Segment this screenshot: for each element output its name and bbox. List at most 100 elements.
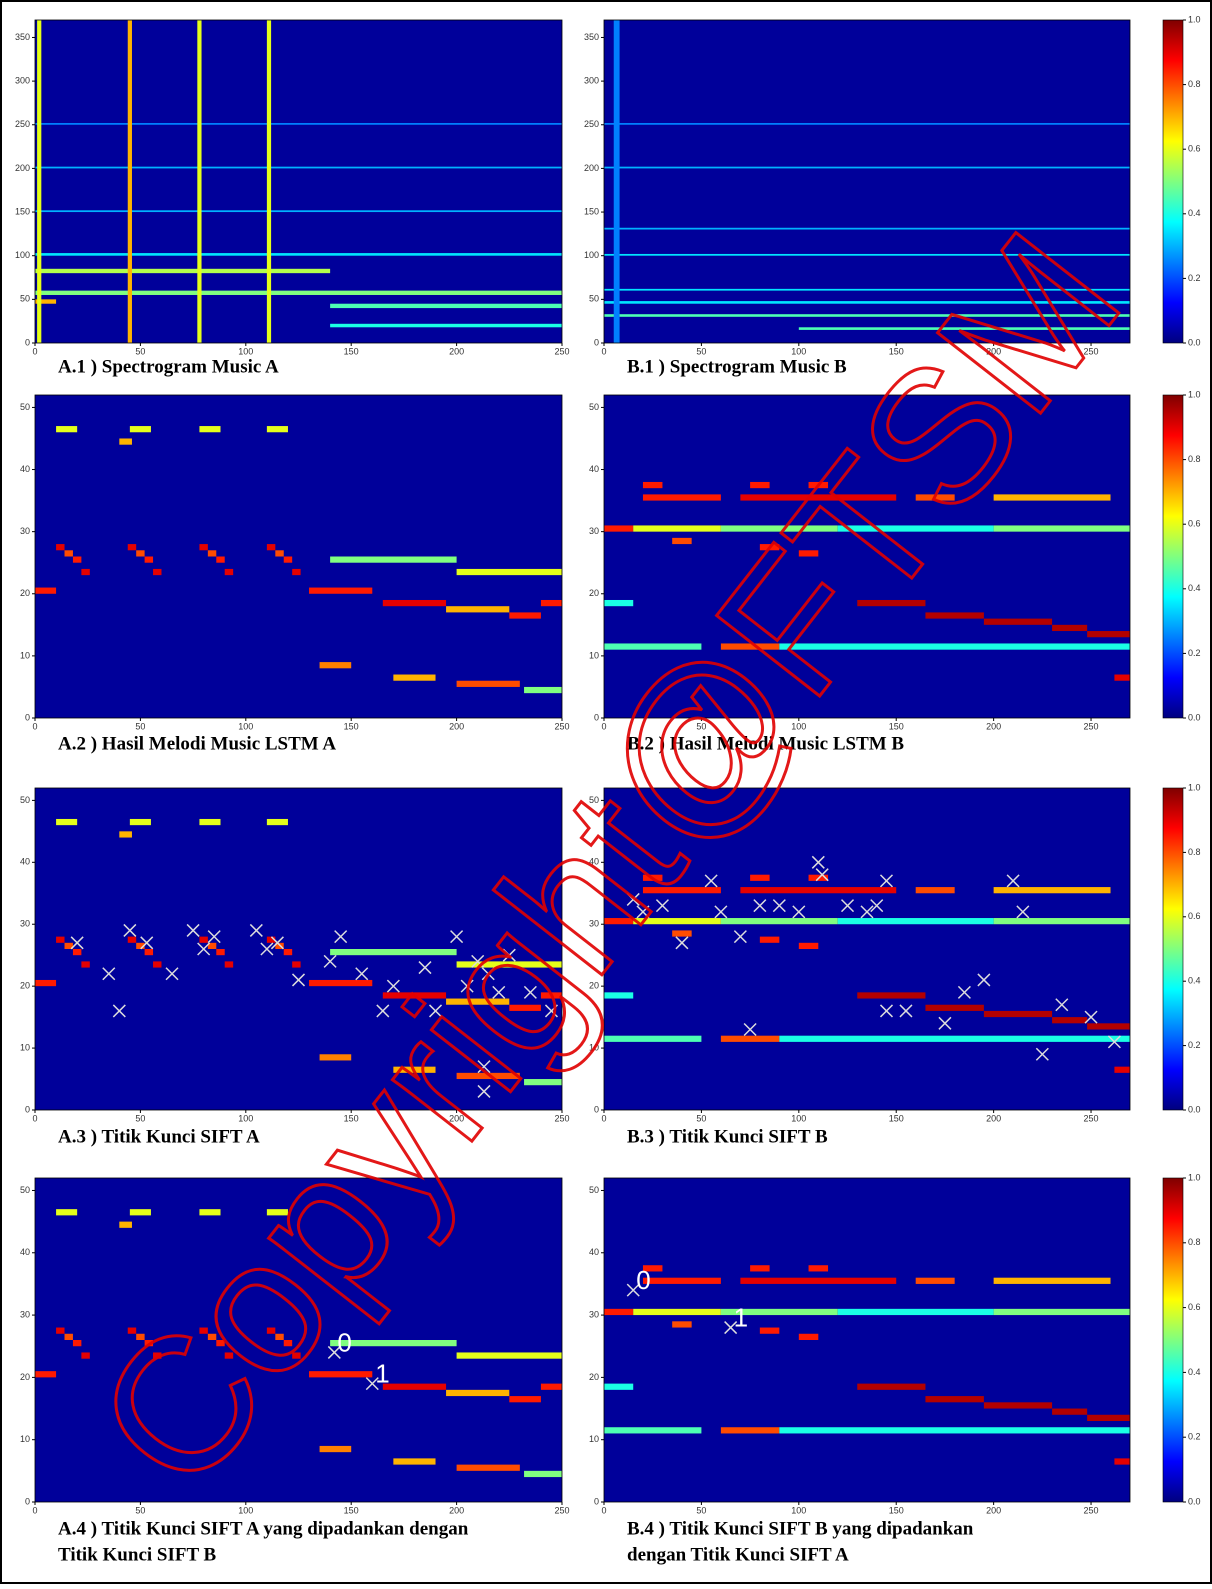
heat-cell <box>604 314 1130 317</box>
x-tick-label: 50 <box>696 721 706 731</box>
heat-cell <box>1052 1408 1088 1415</box>
plot-background <box>35 788 562 1110</box>
keypoint <box>523 985 537 999</box>
colorbar-tick-label: 0.0 <box>1188 1496 1201 1506</box>
heat-cell <box>642 481 663 489</box>
keypoint <box>112 1004 126 1018</box>
heat-cell <box>292 568 301 576</box>
y-tick-label: 0 <box>25 1104 30 1114</box>
heat-cell <box>509 1396 541 1403</box>
heat-cell <box>456 568 562 576</box>
heat-cell <box>446 1389 510 1397</box>
heat-cell <box>197 20 202 343</box>
x-tick-label: 150 <box>889 1113 904 1123</box>
heat-cell <box>633 1308 721 1316</box>
keypoint <box>977 973 991 987</box>
colorbar-tick-label: 0.4 <box>1188 583 1201 593</box>
heat-cell <box>35 268 331 274</box>
keypoint <box>743 1022 757 1037</box>
x-tick-label: 100 <box>791 1505 806 1515</box>
heat-cell <box>604 1035 702 1042</box>
heat-cell <box>672 1321 692 1328</box>
heat-cell <box>319 662 352 669</box>
y-tick-label: 0 <box>25 1496 30 1506</box>
keypoint <box>772 899 786 913</box>
heat-cell <box>119 1221 132 1228</box>
heat-cell <box>35 299 57 304</box>
heat-cell <box>720 643 780 650</box>
colorbar-tick-label: 0.8 <box>1188 79 1201 89</box>
y-tick-label: 100 <box>15 250 30 260</box>
keypoint <box>655 899 669 913</box>
heat-cell <box>1114 1066 1130 1073</box>
heat-cell <box>37 20 42 343</box>
keypoint <box>291 973 306 987</box>
heat-cell <box>750 481 770 489</box>
y-tick-label: 50 <box>589 402 599 412</box>
plot-border <box>603 787 1131 1111</box>
heat-cell <box>857 599 926 607</box>
heat-cell <box>283 949 293 956</box>
colorbar-tick-label: 0.6 <box>1188 911 1201 921</box>
heat-cell <box>35 210 562 213</box>
heat-cell <box>266 20 272 343</box>
heat-cell <box>35 1371 57 1378</box>
heat-cell <box>199 1209 221 1216</box>
y-tick-label: 350 <box>584 32 599 42</box>
x-tick-label: 0 <box>601 1113 606 1123</box>
heat-cell <box>81 961 90 968</box>
keypoint <box>704 874 718 888</box>
heat-cell <box>857 992 926 999</box>
colorbar-tick-label: 0.0 <box>1188 1104 1201 1114</box>
keypoint <box>165 967 179 981</box>
keypoint <box>376 1004 390 1018</box>
heat-cell <box>740 494 897 501</box>
keypoint <box>481 967 495 981</box>
x-tick-label: 100 <box>238 346 253 356</box>
heat-cell <box>1052 1017 1088 1024</box>
heat-cell <box>330 556 457 563</box>
match-point <box>724 1321 738 1335</box>
heat-cell <box>857 1383 926 1390</box>
heat-cell <box>127 1327 137 1334</box>
heat-cell <box>224 1352 234 1359</box>
heat-cell <box>127 936 137 943</box>
heat-cell <box>604 253 1130 256</box>
heat-cell <box>382 992 447 999</box>
heat-cell <box>1087 631 1130 638</box>
x-tick-label: 150 <box>344 721 359 731</box>
y-tick-label: 50 <box>20 795 30 805</box>
heat-cell <box>136 550 145 557</box>
colorbar-tick-label: 0.4 <box>1188 976 1201 986</box>
plot-border <box>603 1177 1131 1503</box>
caption: B.2 ) Hasil Melodi Music LSTM B <box>627 733 904 754</box>
heat-cell <box>509 612 541 619</box>
caption: B.1 ) Spectrogram Music B <box>627 356 847 377</box>
heat-cell <box>136 942 145 949</box>
heat-cell <box>798 942 819 949</box>
heat-cell <box>740 887 897 894</box>
heat-cell <box>1114 1458 1130 1465</box>
x-tick-label: 250 <box>1084 721 1099 731</box>
heat-cell <box>127 20 132 343</box>
heat-cell <box>1052 624 1088 632</box>
heat-cell <box>153 1352 162 1359</box>
heat-cell <box>382 599 447 607</box>
x-tick-label: 100 <box>238 721 253 731</box>
heat-cell <box>642 1277 721 1284</box>
heat-cell <box>837 525 994 532</box>
y-tick-label: 40 <box>20 1247 30 1257</box>
heat-cell <box>750 874 770 881</box>
heat-cell <box>56 936 65 943</box>
y-tick-label: 150 <box>584 206 599 216</box>
heat-cell <box>642 494 721 501</box>
heat-cell <box>456 1352 562 1359</box>
heat-cell <box>759 936 780 943</box>
colorbar-tick-label: 0.0 <box>1188 337 1201 347</box>
heat-cell <box>35 587 57 594</box>
heat-cell <box>199 426 221 433</box>
y-tick-label: 20 <box>20 588 30 598</box>
colorbar-tick-label: 1.0 <box>1188 389 1201 399</box>
keypoint <box>418 961 432 975</box>
plot-background <box>604 788 1130 1110</box>
